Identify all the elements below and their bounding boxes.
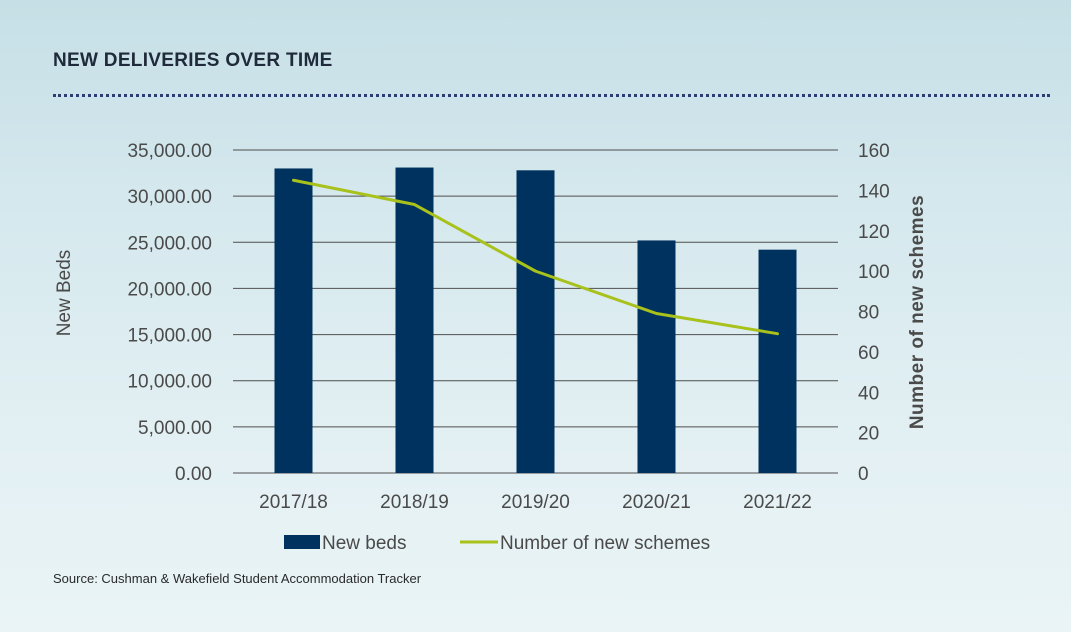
y-tick-label-left: 10,000.00 [127, 372, 212, 393]
legend-label-new-beds: New beds [322, 533, 407, 554]
source-note: Source: Cushman & Wakefield Student Acco… [53, 571, 422, 586]
title-divider [53, 94, 1050, 97]
y-tick-label-left: 35,000.00 [127, 141, 212, 162]
y-axis-label-right: Number of new schemes [907, 195, 928, 429]
x-tick-label: 2020/21 [622, 492, 691, 513]
legend-label-number-of-new-schemes: Number of new schemes [500, 533, 710, 554]
chart-title: NEW DELIVERIES OVER TIME [53, 50, 333, 71]
y-tick-label-left: 5,000.00 [138, 418, 212, 439]
y-tick-label-right: 60 [858, 343, 879, 364]
bar-new-beds [395, 167, 434, 473]
line-series [292, 178, 779, 336]
y-tick-label-right: 0 [858, 464, 869, 485]
line-number-of-new-schemes [292, 178, 779, 336]
x-tick-label: 2018/19 [380, 492, 449, 513]
bar-series [274, 167, 797, 473]
bar-new-beds [637, 240, 676, 473]
y-tick-label-right: 40 [858, 383, 879, 404]
bar-new-beds [758, 249, 797, 473]
y-axis-label-left: New Beds [54, 250, 75, 337]
y-tick-label-left: 0.00 [175, 464, 212, 485]
y-tick-label-right: 20 [858, 424, 879, 445]
y-tick-label-right: 140 [858, 181, 890, 202]
y-tick-label-left: 25,000.00 [127, 233, 212, 254]
bar-new-beds [274, 168, 313, 473]
y-tick-label-left: 15,000.00 [127, 326, 212, 347]
legend: New beds Number of new schemes [284, 533, 710, 554]
y-tick-label-left: 30,000.00 [127, 187, 212, 208]
y-tick-label-right: 80 [858, 303, 879, 324]
y-tick-label-right: 100 [858, 262, 890, 283]
x-tick-label: 2019/20 [501, 492, 570, 513]
x-tick-label: 2017/18 [259, 492, 328, 513]
y-tick-label-left: 20,000.00 [127, 279, 212, 300]
tick-labels: 0.00 5,000.00 10,000.00 15,000.00 20,000.00 2… [127, 141, 889, 513]
y-tick-label-right: 160 [858, 141, 890, 162]
legend-swatch-new-beds [284, 535, 320, 549]
y-tick-label-right: 120 [858, 222, 890, 243]
bar-new-beds [516, 170, 555, 473]
x-tick-label: 2021/22 [743, 492, 812, 513]
